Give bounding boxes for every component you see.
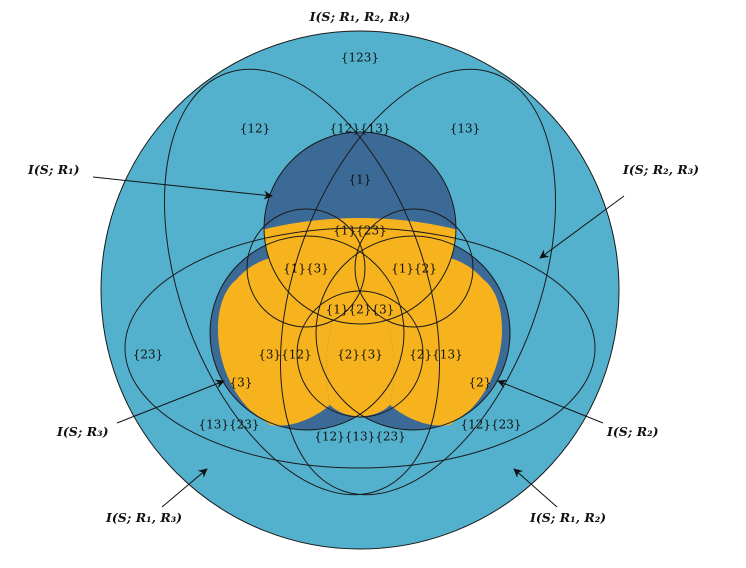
arrow-r1 bbox=[92, 176, 273, 200]
label-r2: I(S; R₂) bbox=[606, 424, 659, 439]
arrow-r1r3 bbox=[161, 468, 208, 508]
arrow-r2r3 bbox=[539, 195, 625, 259]
atom-2-3: {2}{3} bbox=[337, 348, 383, 362]
arrow-r3 bbox=[116, 379, 225, 424]
atom-1-3: {1}{3} bbox=[283, 262, 329, 276]
label-r2r3: I(S; R₂, R₃) bbox=[622, 162, 699, 177]
r1r2-ellipse bbox=[279, 68, 557, 496]
label-r1r3: I(S; R₁, R₃) bbox=[105, 510, 182, 525]
atom-13-23: {13}{23} bbox=[198, 418, 259, 432]
atom-1: {1} bbox=[349, 173, 372, 187]
r2-outline bbox=[315, 235, 511, 431]
label-r3: I(S; R₃) bbox=[56, 424, 109, 439]
atom-3: {3} bbox=[230, 376, 253, 390]
arrow-r1r2 bbox=[513, 468, 558, 508]
inner-circle-right bbox=[354, 208, 474, 328]
atom-123: {123} bbox=[341, 51, 379, 65]
r1r3-ellipse bbox=[163, 68, 441, 496]
atom-2-13: {2}{13} bbox=[409, 348, 462, 362]
atom-13: {13} bbox=[450, 122, 481, 136]
atom-3-12: {3}{12} bbox=[258, 348, 311, 362]
r1-outline bbox=[263, 131, 457, 325]
atom-12: {12} bbox=[240, 122, 271, 136]
label-r1: I(S; R₁) bbox=[27, 162, 80, 177]
atom-1-23: {1}{23} bbox=[333, 224, 386, 238]
arrow-r2 bbox=[497, 379, 604, 424]
yellow-region bbox=[217, 218, 503, 426]
atom-2: {2} bbox=[469, 376, 492, 390]
atom-12-13: {12}{13} bbox=[329, 122, 390, 136]
r2r3-ellipse bbox=[124, 227, 596, 469]
atom-12-13-23: {12}{13}{23} bbox=[314, 430, 406, 444]
atom-12-23: {12}{23} bbox=[460, 418, 521, 432]
label-total: I(S; R₁, R₂, R₃) bbox=[309, 9, 411, 24]
r3-outline bbox=[209, 235, 405, 431]
atom-23: {23} bbox=[133, 348, 164, 362]
atom-1-2: {1}{2} bbox=[391, 262, 437, 276]
inner-circle-top bbox=[246, 208, 366, 328]
label-r1r2: I(S; R₁, R₂) bbox=[529, 510, 606, 525]
inner-circle-bottom bbox=[296, 290, 424, 418]
atom-1-2-3: {1}{2}{3} bbox=[326, 303, 395, 317]
